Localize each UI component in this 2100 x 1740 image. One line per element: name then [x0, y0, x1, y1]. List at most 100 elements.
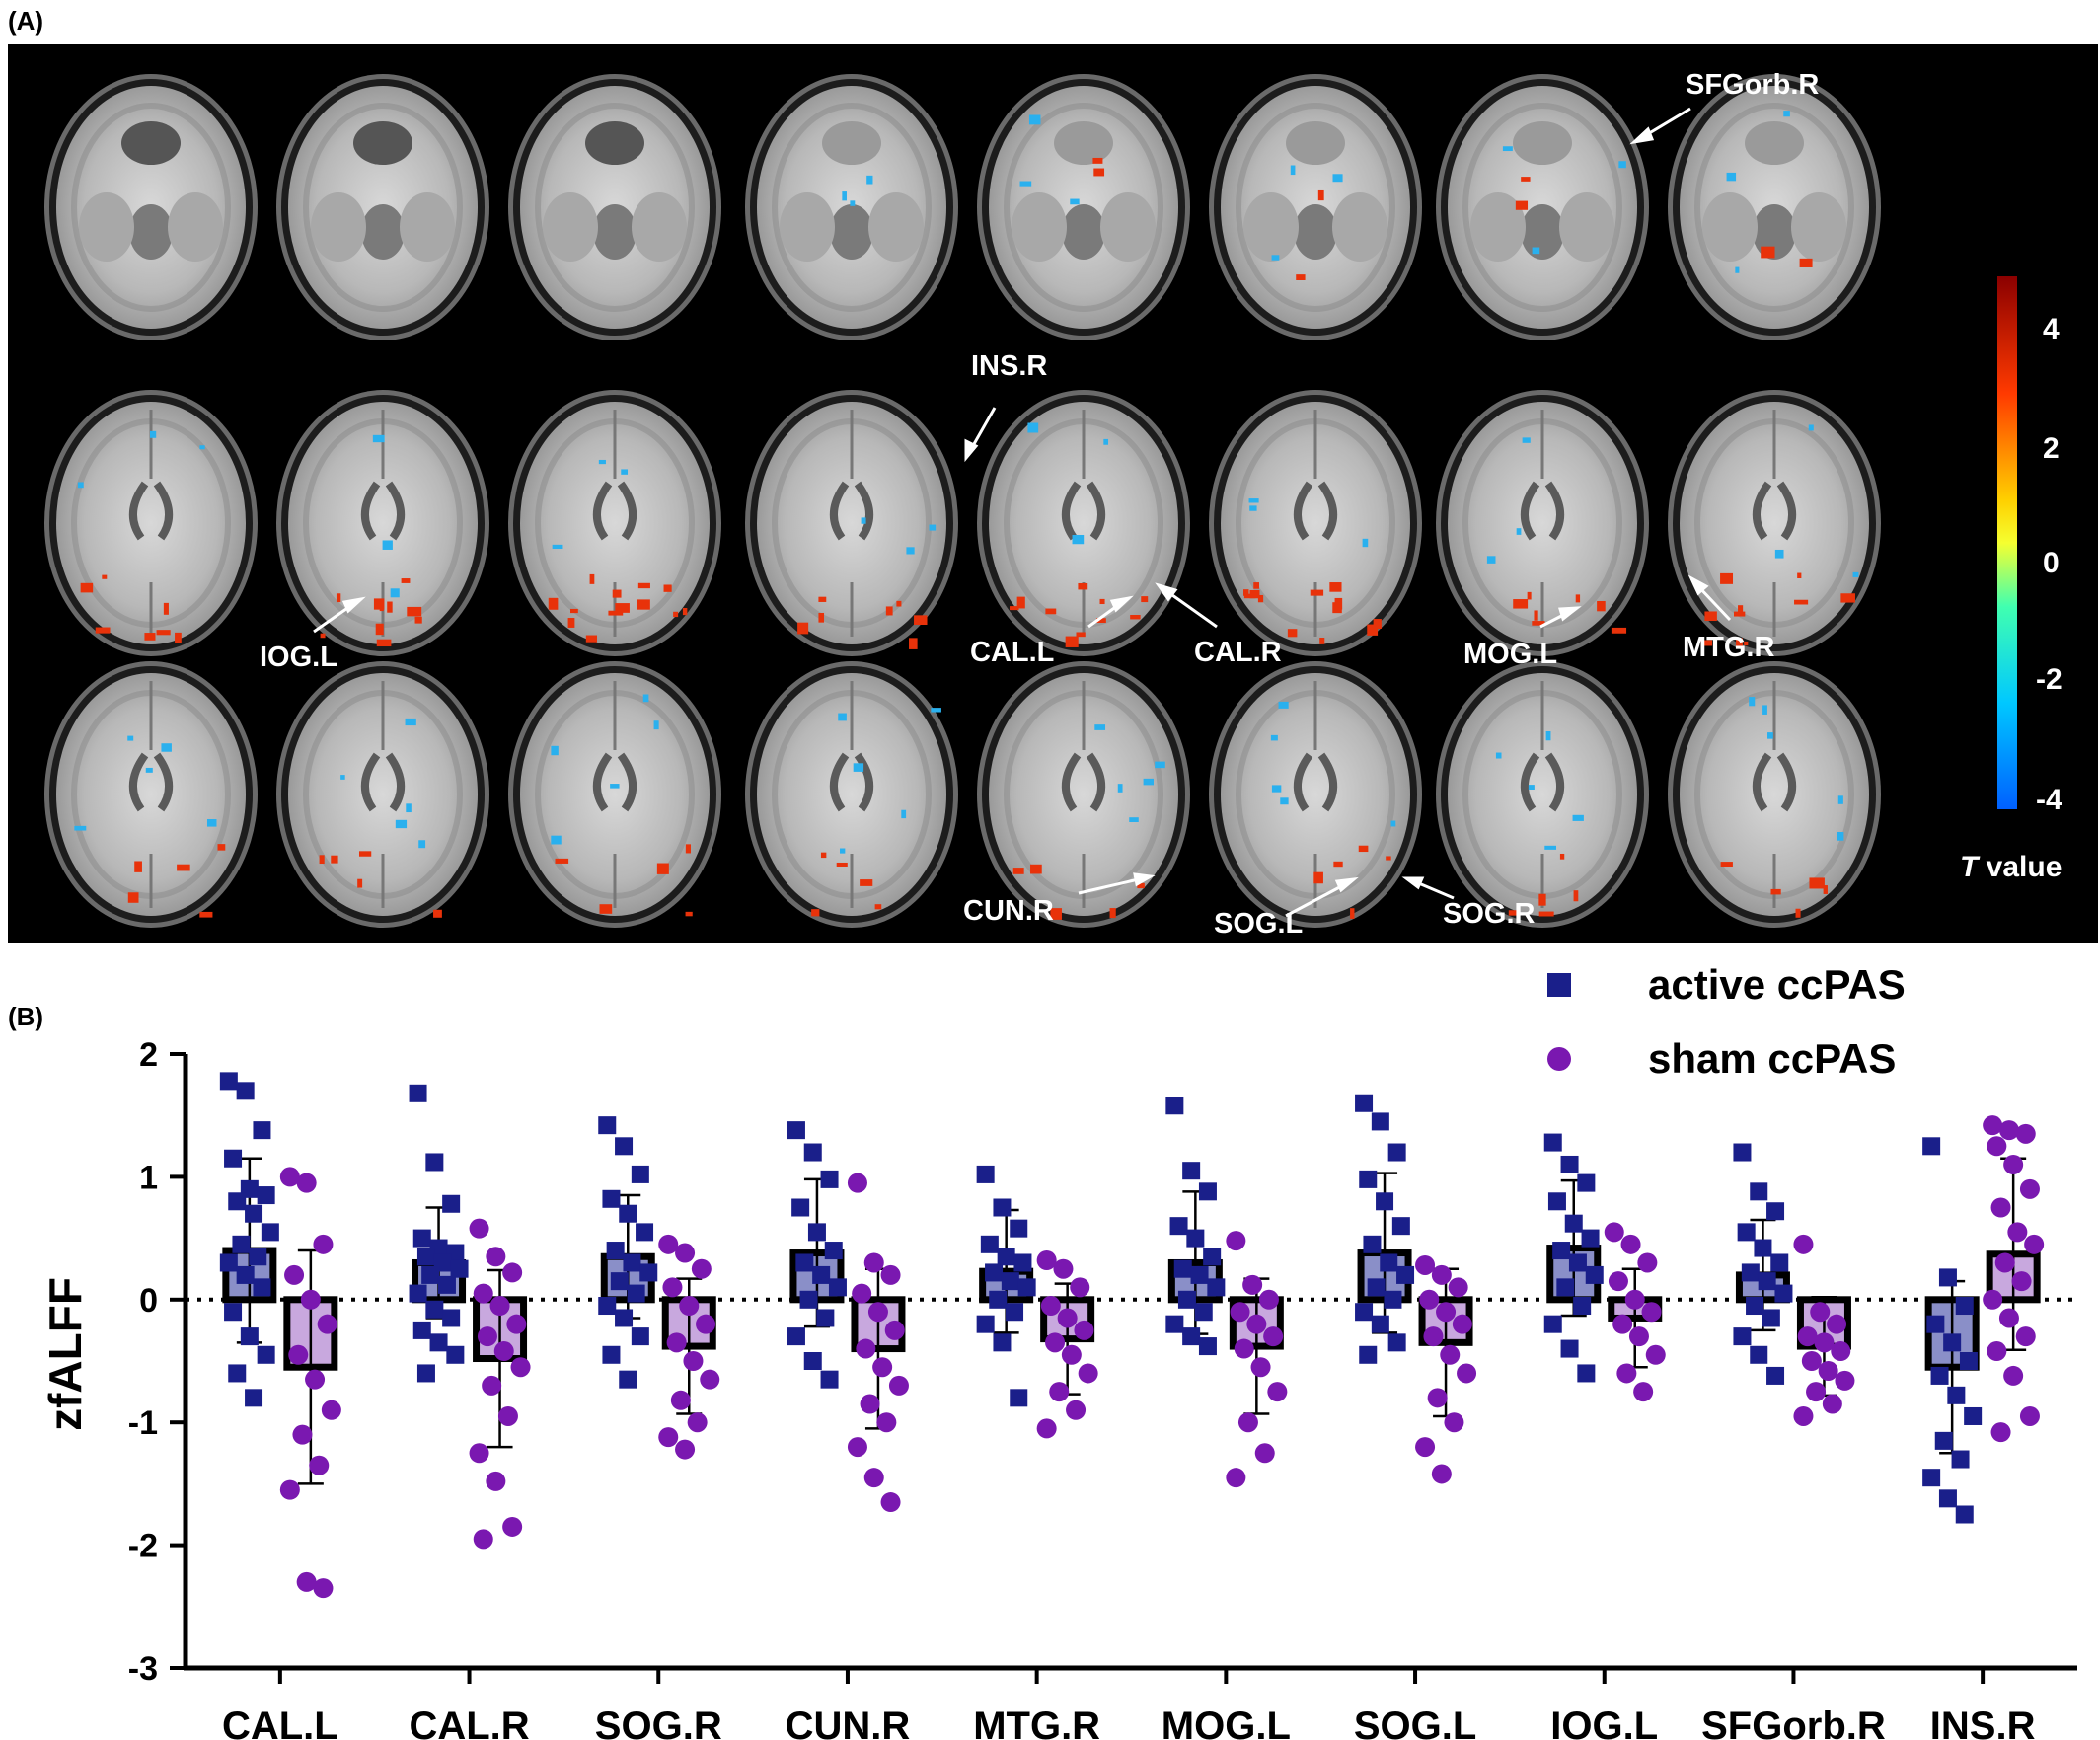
data-point-sham	[486, 1471, 506, 1491]
activation-blob-negative	[1762, 705, 1767, 715]
x-tick-label: CUN.R	[786, 1704, 911, 1740]
activation-blob-negative	[929, 524, 937, 531]
data-point-active	[1766, 1202, 1785, 1221]
data-point-active	[1006, 1303, 1024, 1322]
data-point-active	[1198, 1182, 1217, 1201]
activation-blob-positive	[1257, 594, 1264, 603]
activation-blob-positive	[673, 611, 679, 618]
data-point-sham	[1045, 1332, 1066, 1353]
activation-blob-negative	[1278, 701, 1289, 709]
activation-blob-negative	[1129, 817, 1139, 822]
callout-sog-r: SOG.R	[1443, 898, 1536, 930]
brain-slices-svg: 4 2 0 -2 -4 T value	[44, 69, 2062, 940]
legend-label-sham: sham ccPAS	[1648, 1035, 1896, 1082]
data-point-sham	[2003, 1154, 2024, 1174]
data-point-active	[1001, 1272, 1019, 1291]
data-point-active	[1770, 1253, 1789, 1272]
data-point-active	[1750, 1345, 1768, 1364]
activation-blob-positive	[1367, 624, 1379, 636]
data-point-active	[240, 1327, 259, 1346]
data-point-sham	[1415, 1254, 1436, 1275]
activation-blob-positive	[156, 630, 171, 636]
data-point-active	[824, 1242, 843, 1260]
activation-blob-positive	[1095, 618, 1106, 624]
activation-blob-positive	[1078, 582, 1088, 590]
activation-blob-positive	[1373, 619, 1382, 629]
activation-blob-positive	[407, 606, 422, 617]
activation-blob-positive	[1700, 640, 1713, 646]
data-point-sham	[317, 1314, 338, 1334]
data-point-sham	[1987, 1136, 2007, 1157]
data-point-active	[245, 1389, 263, 1407]
brain-slice	[977, 74, 1190, 340]
arrow-sog-l	[1285, 881, 1348, 918]
data-point-active	[976, 1315, 995, 1333]
activation-blob-positive	[1538, 911, 1554, 917]
brain-slice	[1436, 74, 1649, 340]
data-point-active	[249, 1248, 267, 1266]
activation-blob-negative	[1522, 437, 1531, 443]
data-point-sham	[477, 1326, 497, 1347]
activation-blob-positive	[1016, 596, 1025, 609]
activation-blob-positive	[685, 844, 692, 854]
activation-blob-positive	[885, 606, 893, 616]
data-point-sham	[1612, 1314, 1633, 1334]
data-point-active	[598, 1116, 617, 1135]
data-point-active	[1922, 1469, 1941, 1487]
data-point-active	[1922, 1137, 1941, 1156]
activation-blob-negative	[1280, 797, 1289, 805]
activation-blob-positive	[1099, 598, 1105, 605]
zfalff-chart: CAL.L CAL.R SOG.R CUN.R MTG.R MOG.L SOG.L IOG.L…	[39, 961, 2077, 1740]
activation-blob-negative	[838, 713, 847, 721]
activation-blob-positive	[387, 601, 393, 613]
data-point-sham	[1835, 1370, 1855, 1391]
data-point-active	[993, 1333, 1012, 1352]
activation-blob-positive	[836, 862, 848, 867]
activation-blob-negative	[866, 175, 873, 185]
data-point-sham	[1452, 1314, 1472, 1334]
activation-blob-negative	[1767, 732, 1773, 739]
data-point-sham	[321, 1400, 341, 1420]
activation-blob-positive	[1010, 606, 1019, 611]
data-point-active	[606, 1242, 625, 1260]
data-point-sham	[296, 1571, 317, 1592]
data-point-sham	[1057, 1308, 1078, 1328]
data-point-sham	[1822, 1394, 1842, 1414]
activation-blob-negative	[1808, 424, 1814, 431]
data-point-active	[429, 1333, 448, 1352]
activation-blob-negative	[1516, 528, 1522, 535]
brain-slice	[276, 661, 489, 928]
activation-blob-positive	[1515, 200, 1529, 210]
data-point-active	[1947, 1386, 1966, 1404]
y-tick-label: 2	[139, 1036, 158, 1074]
callout-mog-l: MOG.L	[1463, 639, 1557, 670]
activation-blob-negative	[1502, 146, 1513, 152]
activation-blob-positive	[1030, 864, 1042, 874]
data-point-active	[1934, 1431, 1953, 1450]
activation-blob-negative	[552, 544, 563, 550]
activation-blob-negative	[1117, 784, 1123, 793]
data-point-sham	[1423, 1326, 1444, 1347]
data-point-sham	[666, 1332, 687, 1353]
data-point-active	[623, 1253, 641, 1272]
activation-blob-positive	[1296, 274, 1306, 280]
data-point-sham	[1604, 1222, 1624, 1243]
activation-blob-positive	[1045, 608, 1057, 615]
activation-blob-negative	[1749, 697, 1756, 707]
data-point-sham	[679, 1296, 700, 1317]
data-point-sham	[502, 1516, 523, 1537]
data-point-active	[1926, 1315, 1945, 1333]
data-point-active	[1774, 1284, 1793, 1303]
activation-blob-negative	[598, 459, 606, 465]
data-point-sham	[1419, 1289, 1440, 1310]
data-point-sham	[1036, 1249, 1057, 1270]
data-point-active	[219, 1072, 238, 1091]
colorbar-tick-neg2: -2	[2036, 663, 2062, 696]
data-point-sham	[2019, 1178, 2040, 1199]
data-point-active	[236, 1265, 255, 1284]
data-point-sham	[2019, 1405, 2040, 1426]
data-point-sham	[658, 1234, 679, 1254]
data-point-active	[791, 1198, 810, 1217]
data-point-active	[1943, 1333, 1962, 1352]
data-point-sham	[2024, 1234, 2045, 1254]
